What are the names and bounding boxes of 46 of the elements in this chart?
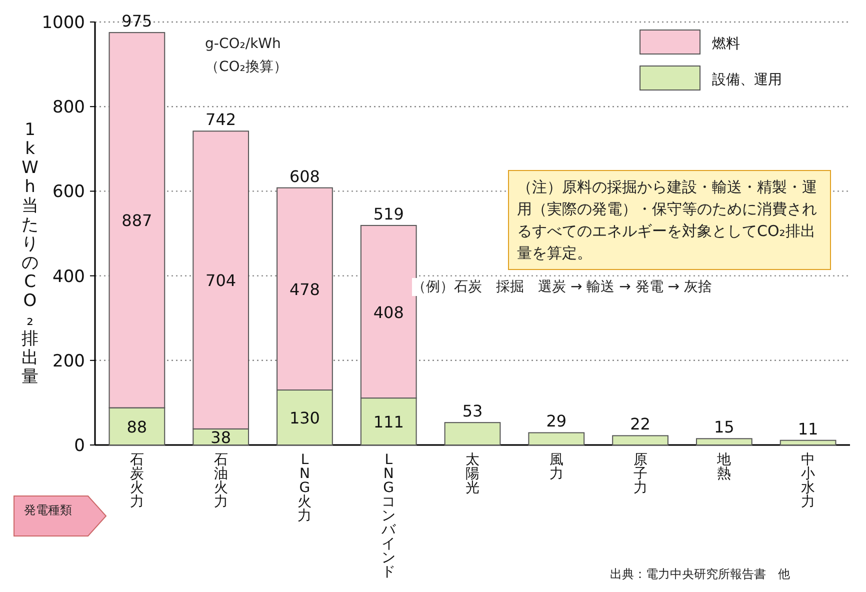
y-tick-label: 400 [52,266,85,287]
x-tick-label: LNG火力 [298,452,312,524]
data-label: 478 [289,280,320,299]
total-label: 15 [714,418,734,437]
legend-label: 設備、運用 [712,72,782,88]
category-label: LNGコンバインド [382,452,396,580]
annotation: （例）石炭 採掘 選炭 → 輸送 → 発電 → 灰捨 [412,278,712,296]
text: 1kWh当たりのCO₂排出量 [22,120,38,387]
data-label: 704 [206,271,236,290]
data-label: 38 [210,428,232,447]
y-tick-label: 200 [52,351,85,372]
data-label: 111 [373,412,404,432]
data-label: 408 [373,302,404,322]
x-tick-label: 石油火力 [214,452,228,510]
x-tick-label: 中小水力 [801,452,816,510]
x-tick-label: 太陽光 [466,452,480,496]
total-label: 519 [373,204,404,224]
total-label: 29 [546,412,567,431]
x-tick-label: 原子力 [633,452,648,496]
y-tick-label: 600 [52,182,85,202]
data-label: 130 [289,408,320,428]
y-tick-label: 1000 [42,13,85,33]
bar [696,438,752,446]
source-note: 出典：電力中央研究所報告書 他 [610,566,790,583]
total-label: 22 [630,414,650,434]
y-tick-label: 800 [52,98,85,118]
y-tick-label: 0 [74,436,85,456]
total-label: 742 [206,110,236,130]
legend-label: 燃料 [712,36,740,52]
annotation: g-CO₂/kWh [205,36,281,52]
data-label: 88 [126,417,148,436]
bar [612,435,668,446]
data-label: 887 [122,211,152,230]
annotation: （CO₂換算） [205,58,288,76]
bar [444,422,501,446]
total-label: 11 [798,419,818,438]
x-tick-label: 石炭火力 [130,452,144,510]
annotation: （注）原料の採掘から建設・輸送・精製・運用（実際の発電）・保守等のために消費されるすべてのエネルギーを対象としてCO₂排出量を算定。 [508,170,831,270]
x-tick-label: 風力 [549,452,564,482]
x-tick-label: 地熱 [716,452,732,482]
bar [528,432,585,446]
text: 発電種類 [23,503,73,517]
bar [780,440,836,446]
total-label: 975 [122,12,152,31]
total-label: 53 [462,402,483,421]
total-label: 608 [289,166,320,186]
